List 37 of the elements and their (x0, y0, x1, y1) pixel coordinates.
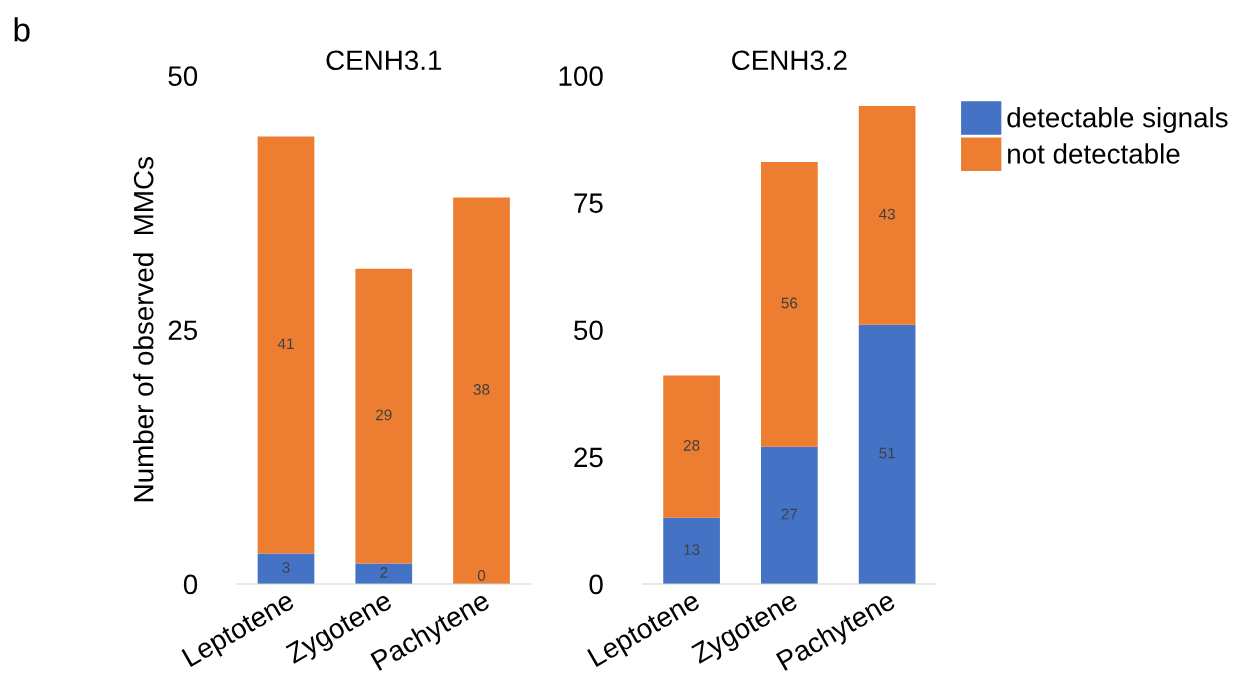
y-tick-label: 50 (574, 320, 603, 341)
data-label: 41 (277, 338, 294, 349)
y-tick-label: 25 (168, 320, 198, 341)
data-label: 38 (473, 384, 490, 395)
chart-title: CENH3.1 (326, 50, 442, 71)
data-label: 3 (282, 561, 290, 573)
y-tick-label: 100 (559, 66, 603, 86)
data-label: 43 (878, 208, 895, 220)
y-tick-label: 0 (183, 574, 198, 595)
bar (663, 375, 720, 518)
data-label: 2 (380, 567, 388, 578)
bar (453, 197, 510, 584)
data-label: 28 (683, 439, 700, 451)
data-label: 27 (781, 508, 798, 520)
bar (257, 553, 315, 584)
bar (858, 324, 916, 584)
bar (663, 517, 720, 584)
bar (761, 161, 818, 447)
data-label: 13 (684, 544, 700, 556)
y-tick-label: 0 (589, 574, 603, 595)
bar (761, 446, 818, 584)
chart-title: CENH3.2 (732, 50, 847, 71)
y-axis-title: Number of observed MMCs (133, 157, 154, 502)
legend-label: detectable signals (1007, 107, 1228, 133)
bar (257, 136, 315, 554)
bar (355, 268, 413, 564)
bar (858, 106, 916, 325)
data-label: 51 (879, 447, 895, 459)
y-tick-label: 75 (574, 193, 603, 213)
data-label: 56 (781, 297, 798, 309)
y-tick-label: 50 (168, 66, 198, 86)
legend-label: not detectable (1008, 143, 1180, 164)
y-tick-label: 25 (574, 447, 603, 468)
text: b (14, 17, 30, 42)
bar (355, 563, 413, 584)
data-label: 29 (376, 409, 392, 421)
annotation: 0 (477, 570, 486, 581)
